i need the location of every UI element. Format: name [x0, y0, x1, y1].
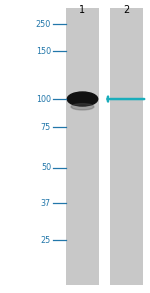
Text: 37: 37	[41, 199, 51, 207]
Text: 250: 250	[36, 20, 51, 28]
Text: 150: 150	[36, 47, 51, 56]
Text: 50: 50	[41, 163, 51, 172]
Text: 100: 100	[36, 95, 51, 103]
Text: 25: 25	[41, 236, 51, 245]
Text: 75: 75	[41, 123, 51, 132]
Bar	[110, 8, 143, 285]
Text: 2: 2	[124, 5, 130, 15]
Ellipse shape	[67, 92, 98, 106]
Ellipse shape	[71, 104, 94, 110]
Text: 1: 1	[80, 5, 85, 15]
Bar	[66, 8, 99, 285]
